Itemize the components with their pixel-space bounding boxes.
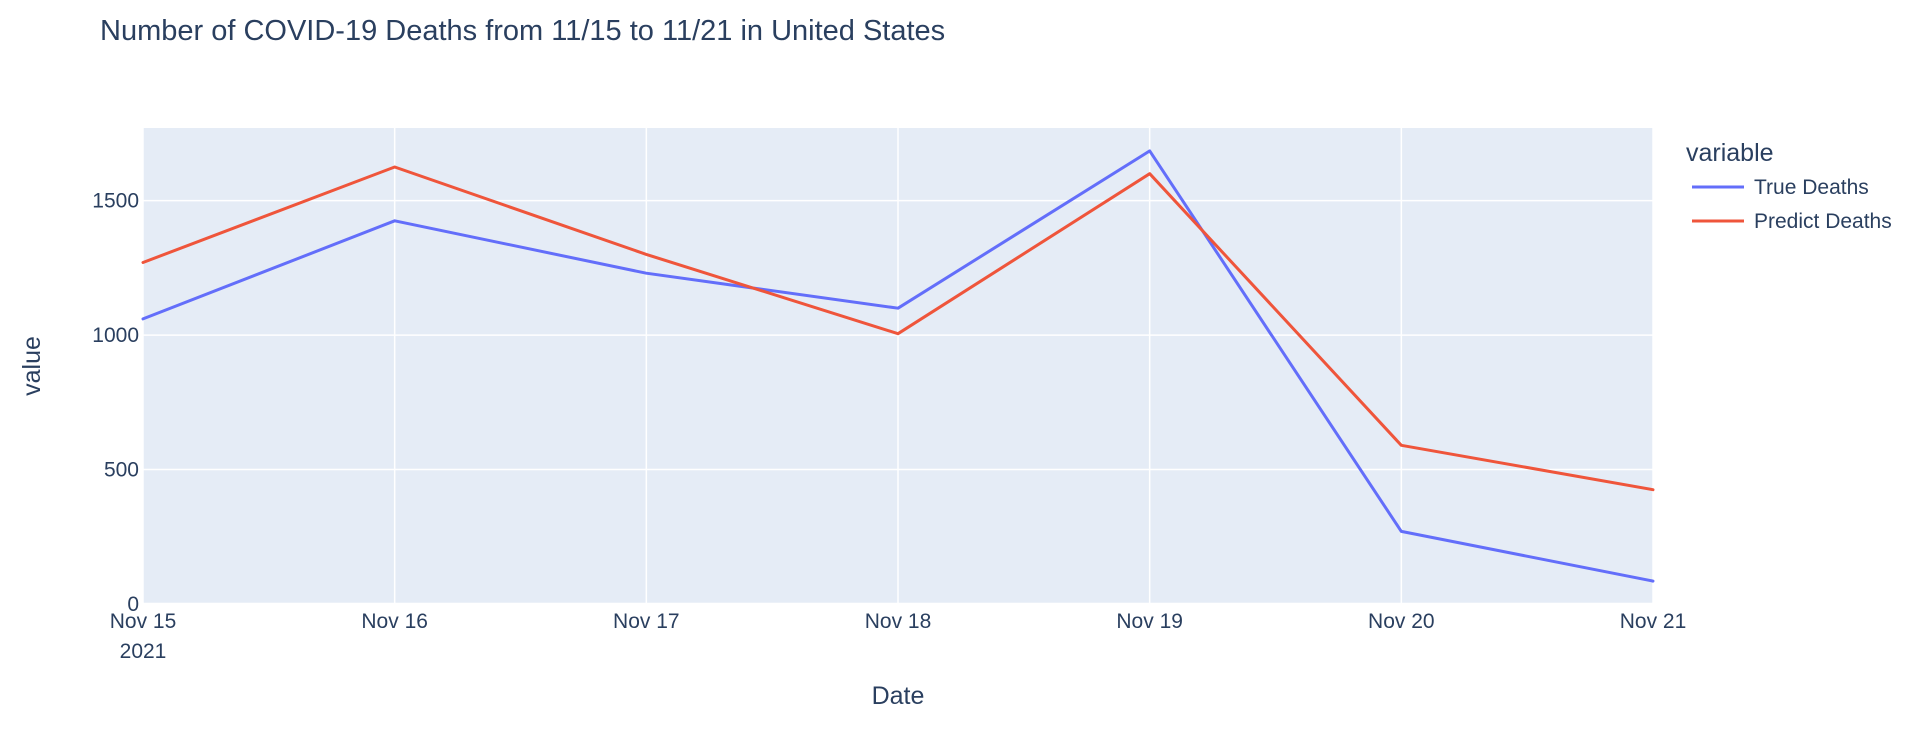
y-tick-label: 1000 <box>92 324 139 347</box>
x-tick-label: Nov 15 <box>110 610 177 633</box>
x-axis-title: Date <box>872 682 925 710</box>
legend-title: variable <box>1686 139 1774 167</box>
y-axis-ticks: 0 500 1000 1500 <box>92 190 139 616</box>
x-tick-label: Nov 17 <box>613 610 680 633</box>
legend: variable True Deaths Predict Deaths <box>1686 139 1892 233</box>
x-tick-label: Nov 18 <box>865 610 932 633</box>
x-axis-ticks: Nov 15 Nov 16 Nov 17 Nov 18 Nov 19 Nov 20 Nov … <box>110 610 1687 633</box>
series-line-predict-deaths <box>141 165 1655 492</box>
x-tick-label: Nov 21 <box>1620 610 1687 633</box>
y-tick-label: 1500 <box>92 190 139 213</box>
chart-title: Number of COVID-19 Deaths from 11/15 to … <box>100 15 945 47</box>
y-axis-title: value <box>18 336 46 396</box>
y-tick-label: 0 <box>127 593 139 616</box>
legend-label: Predict Deaths <box>1754 210 1892 233</box>
series-line-true-deaths <box>141 149 1655 583</box>
series-lines <box>141 149 1655 583</box>
x-tick-year-label: 2021 <box>120 640 167 663</box>
y-tick-label: 500 <box>104 459 139 482</box>
x-tick-label: Nov 20 <box>1368 610 1435 633</box>
x-tick-label: Nov 16 <box>361 610 428 633</box>
legend-items: True Deaths Predict Deaths <box>1692 176 1892 233</box>
x-tick-label: Nov 19 <box>1116 610 1183 633</box>
legend-label: True Deaths <box>1754 176 1869 199</box>
